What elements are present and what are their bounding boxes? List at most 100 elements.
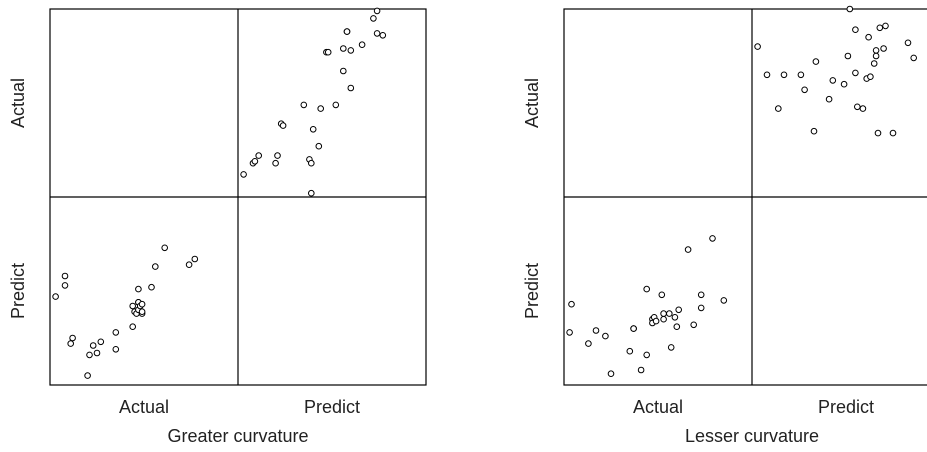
data-point [637,366,645,374]
data-point [880,45,887,52]
data-point [852,26,859,34]
data-point [626,347,634,355]
data-point [812,58,820,65]
data-point [135,285,142,293]
data-point [801,86,808,94]
data-point [874,129,882,137]
data-point [889,129,897,137]
data-point [112,346,120,353]
data-point [112,329,120,336]
data-point [666,310,673,317]
data-point [358,41,366,49]
data-point [763,71,771,79]
y-tick-label: Predict [8,263,28,319]
data-point [876,24,884,32]
data-point [797,71,805,79]
data-point [643,285,651,293]
data-point [340,67,347,75]
data-point [138,308,146,316]
data-point [86,351,93,359]
data-point [865,33,872,41]
panel-actual-vs-predict [754,5,918,137]
data-point [844,52,852,60]
x-tick-label: Predict [818,397,874,417]
y-tick-label: Actual [522,78,542,128]
y-tick-label: Actual [8,78,28,128]
data-point [566,329,573,336]
data-point [61,272,69,280]
data-point [89,342,97,349]
data-point [255,152,263,159]
data-point [568,300,575,308]
data-point [185,261,193,269]
data-point [152,263,159,270]
data-point [93,349,101,357]
panel-predict-vs-actual [52,244,199,379]
data-point [161,244,168,252]
data-point [810,127,818,135]
data-point [690,321,698,329]
data-point [660,310,667,317]
data-point [148,283,155,291]
data-point [854,103,861,111]
y-tick-label: Predict [522,263,542,319]
data-point [602,332,609,340]
data-point [684,246,692,253]
data-point [671,314,679,321]
data-point [191,255,199,263]
data-point [240,171,247,178]
x-tick-label: Actual [633,397,683,417]
data-point [308,189,315,197]
x-tick-label: Predict [304,397,360,417]
data-point [308,159,315,167]
data-point [775,105,782,112]
data-point [904,39,912,47]
data-point [315,142,323,150]
data-point [720,297,728,304]
x-tick-label: Actual [119,397,169,417]
data-point [852,69,859,77]
data-point [343,28,351,35]
data-point [910,54,918,62]
data-point [825,95,833,103]
data-point [697,291,705,299]
data-point [370,15,377,22]
x-axis-title: Greater curvature [167,426,308,446]
data-point [658,291,666,299]
data-point [97,338,105,346]
data-point [274,152,281,159]
data-point [309,126,317,133]
data-point [300,101,308,109]
data-point [340,45,347,52]
data-point [129,302,136,310]
data-point [585,340,592,347]
data-point [279,122,287,129]
data-point [332,101,340,109]
data-point [673,323,681,331]
data-point [652,317,660,325]
data-point [347,84,355,92]
data-point [84,372,91,379]
data-point [251,158,259,165]
data-point [754,43,761,50]
data-point [643,351,651,359]
data-point [69,334,76,342]
data-point [872,52,880,60]
data-point [138,300,146,308]
data-point [667,344,675,351]
data-point [867,73,874,80]
data-point [840,80,848,88]
data-point [660,315,667,323]
scatter-matrix-2: Actual Predict Actual Predict Lesser curvatu… [522,5,927,446]
data-point [67,340,74,347]
panel-actual-vs-predict [240,7,387,197]
data-point [373,30,381,37]
data-point [630,325,637,332]
data-point [347,47,355,54]
data-point [592,327,600,334]
data-point [780,71,788,79]
data-point [317,105,325,112]
data-point [870,60,878,67]
data-point [846,5,854,13]
